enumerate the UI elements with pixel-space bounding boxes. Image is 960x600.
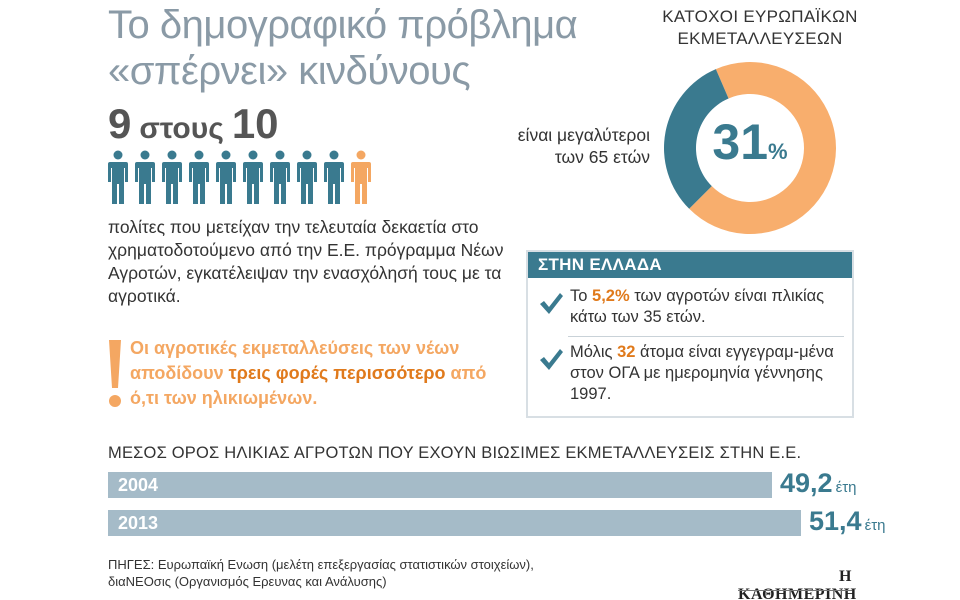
- chart-title: ΜΕΣΟΣ ΟΡΟΣ ΗΛΙΚΙΑΣ ΑΓΡΟΤΩΝ ΠΟΥ ΕΧΟΥΝ ΒΙΩ…: [108, 444, 802, 462]
- ratio-numerator: 9: [108, 100, 132, 147]
- logo-rule: [738, 590, 852, 591]
- greece-item-pre: Μόλις: [570, 343, 618, 361]
- person-icon: [351, 150, 371, 204]
- title-line-2: «σπέρνει» κινδύνους: [108, 49, 471, 93]
- donut-value-unit: %: [768, 139, 788, 164]
- exclamation-icon: [109, 340, 121, 407]
- bar-category-label: 2004: [118, 475, 159, 495]
- person-icon: [216, 150, 236, 204]
- callout-highlight: τρεις φορές περισσότερο: [228, 363, 446, 383]
- bar-row: 2004 49,2 έτη: [108, 468, 857, 498]
- person-icon: [270, 150, 290, 204]
- donut-caption-line-2: των 65 ετών: [554, 147, 650, 167]
- person-icon: [243, 150, 263, 204]
- callout-part-2: από ό,τι των ηλικιωμένων.: [130, 363, 487, 408]
- greece-heading: ΣΤΗΝ ΕΛΛΑΔΑ: [528, 252, 852, 278]
- donut-slice-rest: [689, 62, 836, 234]
- person-icon: [108, 150, 128, 204]
- ratio-headline: 9 στους 10: [108, 100, 279, 147]
- greece-item-post: άτομα είναι εγγεγραμ-μένα στον ΟΓΑ με ημ…: [570, 343, 834, 403]
- donut-value: 31%: [700, 112, 800, 182]
- page-title: Το δημογραφικό πρόβλημα «σπέρνει» κινδύν…: [108, 2, 628, 94]
- bar-2004: [108, 472, 772, 498]
- bar-value-unit: έτη: [835, 479, 857, 496]
- donut-title: ΚΑΤΟΧΟΙ ΕΥΡΩΠΑΪΚΩΝ ΕΚΜΕΤΑΛΛΕΥΣΕΩΝ: [640, 6, 880, 50]
- person-icon: [162, 150, 182, 204]
- person-icon: [297, 150, 317, 204]
- sources: ΠΗΓΕΣ: Ευρωπαϊκή Ενωση (μελέτη επεξεργασ…: [108, 556, 668, 590]
- intro-text: πολίτες που μετείχαν την τελευταία δεκαε…: [108, 217, 504, 306]
- greece-item-number: 5,2%: [592, 287, 630, 305]
- greece-item-post: των αγροτών είναι πλικίας κάτω των 35 ετ…: [570, 287, 825, 326]
- bar-category-label: 2013: [118, 513, 159, 533]
- donut-title-line-2: ΕΚΜΕΤΑΛΛΕΥΣΕΩΝ: [677, 29, 843, 48]
- title-line-1: Το δημογραφικό πρόβλημα: [108, 3, 578, 47]
- bar-row: 2013 51,4 έτη: [108, 506, 886, 536]
- greece-item-number: 32: [617, 343, 636, 361]
- greece-item-pre: Το: [570, 287, 593, 305]
- bar-value-number: 49,2: [780, 468, 833, 498]
- donut-caption-line-1: είναι μεγαλύτεροι: [517, 125, 650, 145]
- donut-slice-value: [664, 69, 729, 209]
- people-pictogram: [106, 150, 373, 206]
- ratio-denominator: 10: [231, 100, 279, 147]
- donut-value-number: 31: [712, 114, 769, 170]
- greece-item-text: Μόλις 32 άτομα είναι εγγεγραμ-μένα στον …: [570, 342, 854, 405]
- donut-chart: [664, 62, 836, 234]
- callout-part-1: Οι αγροτικές εκμεταλλεύσεις των νέων απο…: [130, 338, 460, 383]
- bar-value-label: 51,4 έτη: [809, 504, 886, 543]
- greece-divider: [568, 336, 844, 337]
- publisher-logo: Η ΚΑΘΗΜΕΡΙΝΗ: [738, 568, 857, 600]
- check-icon: [540, 293, 563, 314]
- sources-line-2: διαΝΕΟσις (Οργανισμός Ερευνας και Ανάλυσ…: [108, 574, 387, 589]
- person-icon: [189, 150, 209, 204]
- bar-value-unit: έτη: [864, 517, 886, 534]
- callout-text: Οι αγροτικές εκμεταλλεύσεις των νέων απο…: [130, 336, 520, 411]
- bar-2013: [108, 510, 801, 536]
- ratio-word: στους: [139, 112, 224, 145]
- bar-value-label: 49,2 έτη: [780, 466, 857, 505]
- donut-title-line-1: ΚΑΤΟΧΟΙ ΕΥΡΩΠΑΪΚΩΝ: [662, 7, 858, 26]
- person-icon: [135, 150, 155, 204]
- sources-line-1: ΠΗΓΕΣ: Ευρωπαϊκή Ενωση (μελέτη επεξεργασ…: [108, 557, 534, 572]
- check-icon: [540, 349, 563, 370]
- person-icon: [324, 150, 344, 204]
- greece-box: ΣΤΗΝ ΕΛΛΑΔΑ Το 5,2% των αγροτών είναι πλ…: [526, 250, 854, 418]
- bar-value-number: 51,4: [809, 506, 862, 536]
- donut-caption: είναι μεγαλύτεροι των 65 ετών: [452, 124, 650, 168]
- greece-item-text: Το 5,2% των αγροτών είναι πλικίας κάτω τ…: [570, 286, 854, 328]
